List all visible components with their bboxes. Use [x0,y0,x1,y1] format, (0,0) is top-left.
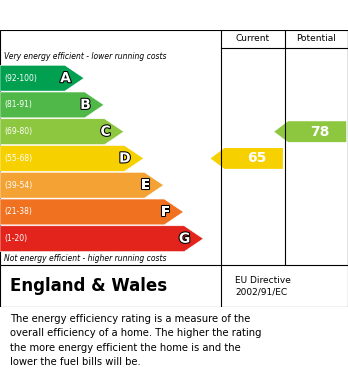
Text: (92-100): (92-100) [4,74,37,83]
Polygon shape [0,172,164,198]
Text: Energy Efficiency Rating: Energy Efficiency Rating [10,7,213,23]
Polygon shape [274,121,346,142]
Text: B: B [80,98,91,112]
Text: (1-20): (1-20) [4,234,27,243]
Text: A: A [60,71,71,85]
Polygon shape [211,148,283,169]
Text: G: G [179,232,190,246]
Text: F: F [161,205,171,219]
Polygon shape [0,92,104,118]
Text: Very energy efficient - lower running costs: Very energy efficient - lower running co… [4,52,167,61]
Text: (21-38): (21-38) [4,208,32,217]
Polygon shape [0,119,124,145]
Text: (81-91): (81-91) [4,100,32,109]
Text: The energy efficiency rating is a measure of the
overall efficiency of a home. T: The energy efficiency rating is a measur… [10,314,262,367]
Text: Potential: Potential [296,34,336,43]
Text: C: C [101,125,111,139]
Text: 78: 78 [310,125,330,139]
Text: Current: Current [236,34,270,43]
Text: (39-54): (39-54) [4,181,32,190]
Text: 65: 65 [247,151,266,165]
Polygon shape [0,65,84,91]
Text: (55-68): (55-68) [4,154,32,163]
Text: (69-80): (69-80) [4,127,32,136]
Polygon shape [0,145,144,171]
Text: Not energy efficient - higher running costs: Not energy efficient - higher running co… [4,254,167,263]
Text: England & Wales: England & Wales [10,277,168,295]
Text: D: D [119,151,130,165]
Text: EU Directive
2002/91/EC: EU Directive 2002/91/EC [235,276,291,296]
Text: E: E [141,178,150,192]
Polygon shape [0,226,203,251]
Polygon shape [0,199,183,225]
